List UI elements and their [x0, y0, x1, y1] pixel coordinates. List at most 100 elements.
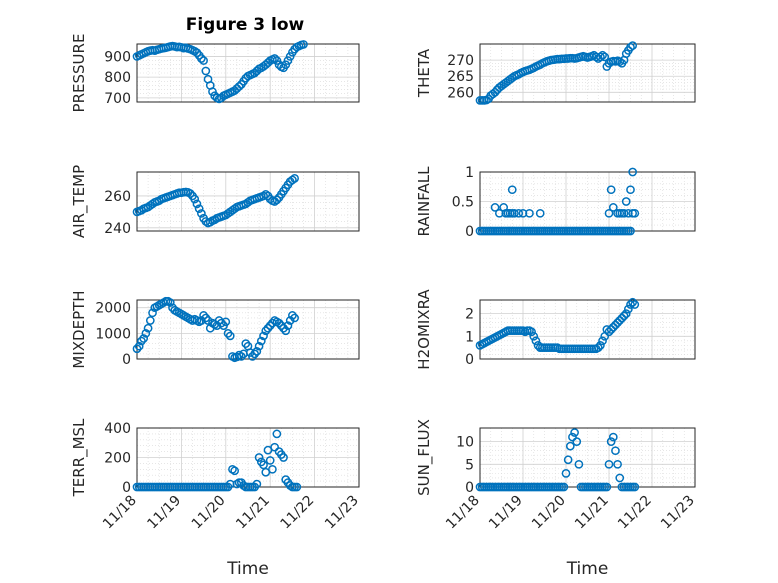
y-tick-label: 0	[122, 480, 131, 496]
data-point	[604, 327, 614, 337]
data-point	[139, 334, 149, 343]
y-tick-label: 10	[456, 435, 474, 451]
data-point	[254, 341, 264, 351]
x-tick-label: 11/18	[443, 493, 483, 533]
data-point	[194, 204, 204, 214]
data-point	[225, 331, 235, 341]
x-tick-label: 11/23	[658, 493, 698, 533]
data-point	[285, 52, 295, 61]
y-tick-label: 800	[104, 70, 131, 86]
data-point	[288, 175, 297, 185]
x-tick-label: 11/19	[144, 493, 184, 533]
data-point	[598, 336, 607, 346]
data-point	[606, 325, 616, 334]
panel-pressure: 700 800 900 PRESSURE	[70, 34, 360, 112]
y-tick-label: 265	[447, 69, 474, 85]
data-point	[628, 41, 638, 50]
y-axis-label: SUN_FLUX	[415, 419, 434, 496]
data-point	[197, 54, 206, 63]
data-point	[490, 87, 500, 97]
figure-title: Figure 3 low	[186, 15, 305, 35]
data-point	[630, 300, 640, 309]
data-point	[604, 208, 614, 218]
data-point	[279, 323, 288, 333]
data-point	[565, 441, 575, 451]
data-point	[201, 313, 211, 323]
y-tick-label: 400	[104, 421, 131, 437]
data-point	[626, 300, 635, 309]
data-point	[259, 331, 268, 341]
data-point	[265, 321, 275, 331]
data-point	[283, 56, 293, 65]
data-point	[283, 321, 293, 331]
data-point	[600, 52, 610, 62]
data-point	[608, 432, 618, 442]
axes-frame	[479, 43, 696, 103]
y-tick-label: 260	[104, 189, 131, 205]
data-point	[252, 479, 262, 489]
data-point	[596, 341, 605, 350]
data-point	[199, 56, 208, 65]
series-air_temp	[132, 174, 299, 228]
plot-area	[479, 427, 696, 488]
data-point	[192, 199, 202, 209]
data-point	[606, 437, 616, 446]
data-point	[611, 320, 620, 330]
data-point	[596, 52, 605, 62]
data-point	[507, 185, 517, 195]
series-rainfall	[475, 167, 640, 236]
data-point	[272, 56, 282, 65]
data-point	[621, 197, 631, 206]
x-tick-label: 11/22	[278, 493, 318, 533]
series-theta	[475, 41, 638, 105]
data-point	[134, 341, 144, 351]
data-point	[628, 297, 638, 307]
data-point	[250, 349, 260, 359]
data-point	[559, 482, 569, 492]
data-point	[279, 453, 288, 462]
data-point	[615, 316, 625, 325]
series-sun_flux	[475, 428, 640, 492]
data-point	[615, 473, 625, 483]
data-point	[203, 316, 213, 325]
data-point	[626, 185, 635, 195]
data-point	[270, 442, 279, 452]
data-point	[527, 327, 536, 337]
data-point	[611, 446, 620, 456]
data-point	[630, 208, 640, 218]
y-tick-label: 260	[447, 85, 474, 101]
data-point	[199, 311, 208, 320]
data-point	[141, 328, 151, 338]
data-point	[535, 208, 545, 218]
panel-terr_msl: 0 200 400 11/18 11/19 11/20 11/21 11/22 11/23 Tim…	[70, 418, 362, 579]
x-tick-label: 11/21	[572, 493, 612, 533]
x-tick-label: 11/23	[322, 493, 362, 533]
series-pressure	[132, 40, 308, 104]
y-tick-label: 900	[104, 49, 131, 65]
data-point	[165, 298, 175, 307]
data-point	[241, 339, 251, 348]
data-point	[608, 203, 618, 212]
data-point	[221, 317, 231, 327]
data-point	[230, 466, 240, 476]
data-point	[234, 82, 244, 91]
y-axis-label: RAINFALL	[415, 166, 433, 237]
data-point	[137, 205, 146, 215]
data-point	[568, 432, 577, 442]
data-point	[531, 336, 541, 346]
data-point	[154, 196, 164, 206]
data-point	[145, 316, 155, 325]
data-point	[608, 322, 618, 332]
data-point	[210, 215, 220, 225]
data-point	[525, 208, 534, 218]
data-point	[265, 456, 275, 465]
y-axis-label: THETA	[415, 48, 433, 98]
data-point	[274, 318, 284, 328]
panel-sun_flux: 0 5 10 11/18 11/19 11/20 11/21 11/22 11/23 Time SU…	[415, 419, 698, 579]
data-point	[252, 346, 262, 356]
data-point	[288, 311, 297, 320]
data-point	[299, 40, 308, 49]
data-point	[201, 66, 211, 76]
data-point	[217, 318, 226, 328]
